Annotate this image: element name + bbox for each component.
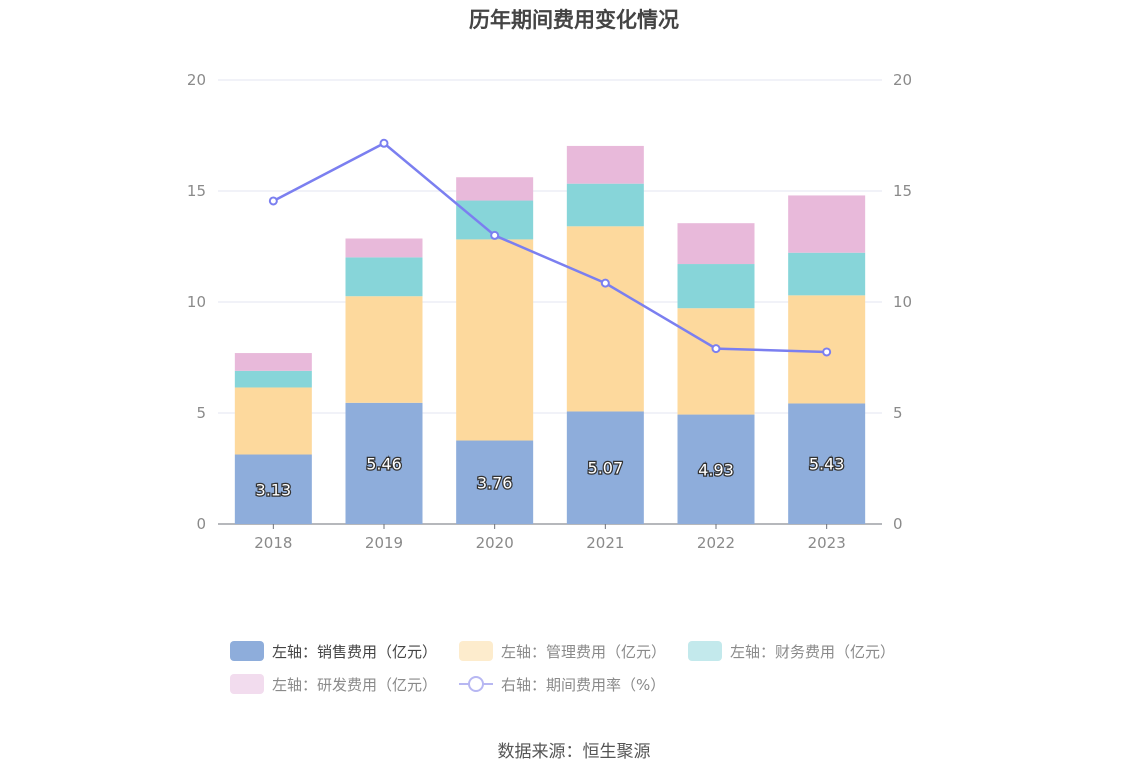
legend-row-1: 左轴：销售费用（亿元） 左轴：管理费用（亿元） 左轴：财务费用（亿元） bbox=[230, 638, 930, 664]
bar-segment bbox=[234, 454, 312, 524]
y-right-tick-label: 0 bbox=[893, 515, 903, 533]
bar-segment bbox=[566, 411, 644, 524]
bar-segment bbox=[234, 370, 312, 388]
bar-segment bbox=[345, 238, 423, 258]
chart-title: 历年期间费用变化情况 bbox=[469, 8, 679, 32]
x-tick-label: 2018 bbox=[254, 534, 292, 552]
legend: 左轴：销售费用（亿元） 左轴：管理费用（亿元） 左轴：财务费用（亿元） 左轴：研… bbox=[230, 638, 930, 704]
y-right-tick-label: 10 bbox=[893, 293, 912, 311]
bar-segment bbox=[788, 403, 866, 524]
rate-point bbox=[822, 347, 832, 357]
bar-segment bbox=[566, 183, 644, 227]
bar-segment bbox=[677, 308, 755, 415]
y-left-tick-label: 10 bbox=[187, 293, 206, 311]
bar-segment bbox=[345, 296, 423, 403]
grid-lines bbox=[218, 79, 882, 414]
x-tick-label: 2020 bbox=[476, 534, 514, 552]
bar-segment bbox=[234, 387, 312, 455]
x-tick-label: 2021 bbox=[586, 534, 624, 552]
legend-label-finance: 左轴：财务费用（亿元） bbox=[730, 642, 896, 661]
rate-point bbox=[711, 344, 721, 354]
rate-point bbox=[600, 278, 610, 288]
bar-segment bbox=[677, 414, 755, 524]
bar-segment bbox=[788, 195, 866, 253]
legend-swatch-admin bbox=[459, 641, 494, 661]
legend-swatch-finance bbox=[688, 641, 723, 661]
legend-label-rnd: 左轴：研发费用（亿元） bbox=[272, 675, 438, 694]
bar-segment bbox=[456, 239, 534, 441]
legend-line-marker-icon bbox=[459, 674, 494, 694]
bars bbox=[234, 145, 866, 524]
bar-segment bbox=[345, 257, 423, 297]
y-left-tick-label: 15 bbox=[187, 182, 206, 200]
bar-value-label: 4.93 bbox=[698, 460, 734, 479]
rate-point bbox=[268, 196, 278, 206]
bar-segment bbox=[566, 226, 644, 412]
y-left-tick-label: 20 bbox=[187, 71, 206, 89]
legend-label-expense-rate: 右轴：期间费用率（%） bbox=[501, 675, 666, 694]
bar-segment bbox=[345, 402, 423, 524]
legend-item-sales[interactable]: 左轴：销售费用（亿元） bbox=[230, 641, 437, 662]
bar-value-label: 3.13 bbox=[256, 480, 292, 499]
rate-line bbox=[268, 138, 832, 357]
y-left-tick-label: 0 bbox=[196, 515, 206, 533]
legend-swatch-rnd bbox=[230, 674, 264, 694]
legend-item-admin[interactable]: 左轴：管理费用（亿元） bbox=[459, 641, 666, 662]
legend-item-expense-rate[interactable]: 右轴：期间费用率（%） bbox=[459, 674, 665, 695]
legend-swatch-sales bbox=[230, 641, 264, 661]
bar-segment bbox=[234, 353, 312, 371]
x-tick-label: 2022 bbox=[697, 534, 735, 552]
y-right-tick-label: 20 bbox=[893, 71, 912, 89]
bar-segment bbox=[677, 223, 755, 265]
y-right-tick-label: 5 bbox=[893, 404, 903, 422]
bar-value-label: 3.76 bbox=[477, 473, 513, 492]
bar-value-label: 5.07 bbox=[588, 459, 624, 478]
bar-segment bbox=[456, 440, 534, 524]
legend-item-rnd[interactable]: 左轴：研发费用（亿元） bbox=[230, 674, 437, 695]
legend-label-sales: 左轴：销售费用（亿元） bbox=[272, 642, 438, 661]
y-left-tick-label: 5 bbox=[196, 404, 206, 422]
y-right-tick-label: 15 bbox=[893, 182, 912, 200]
x-tick-label: 2019 bbox=[365, 534, 403, 552]
bar-segment bbox=[788, 252, 866, 296]
x-tick-label: 2023 bbox=[808, 534, 846, 552]
bar-value-label: 5.43 bbox=[809, 455, 845, 474]
rate-point bbox=[490, 230, 500, 240]
legend-item-finance[interactable]: 左轴：财务费用（亿元） bbox=[688, 641, 895, 662]
bar-value-label: 5.46 bbox=[366, 454, 402, 473]
bar-segment bbox=[566, 145, 644, 184]
data-source: 数据来源：恒生聚源 bbox=[497, 742, 651, 762]
rate-line-path bbox=[272, 141, 827, 354]
legend-row-2: 左轴：研发费用（亿元） 右轴：期间费用率（%） bbox=[230, 671, 930, 697]
rate-point bbox=[379, 138, 389, 148]
data-labels: 3.13 5.46 3.76 5.07 4.93 5.43 bbox=[254, 453, 845, 500]
bar-segment bbox=[456, 177, 534, 201]
bar-segment bbox=[677, 264, 755, 309]
legend-label-admin: 左轴：管理费用（亿元） bbox=[501, 642, 667, 661]
